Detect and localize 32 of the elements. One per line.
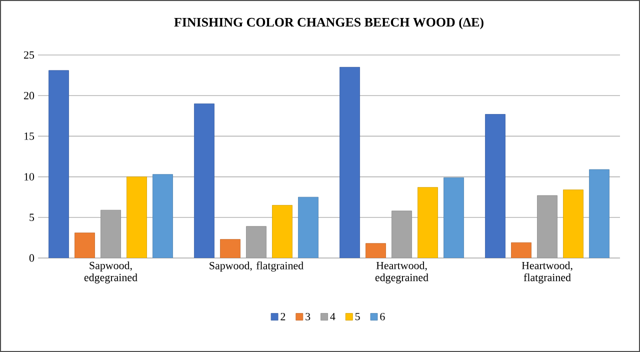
x-tick-label: Sapwood, edgegrained <box>84 262 138 284</box>
y-tick-label: 25 <box>24 51 34 59</box>
bar <box>366 243 386 258</box>
bar <box>485 114 506 258</box>
chart-title: FINISHING COLOR CHANGES BEECH WOOD (ΔE) <box>174 18 484 30</box>
legend-label: 6 <box>380 312 385 320</box>
x-tick-label: Heartwood, edgegrained <box>375 262 428 284</box>
y-tick-label: 15 <box>24 132 34 140</box>
bar <box>444 177 464 258</box>
bar <box>563 190 584 258</box>
bar <box>152 174 173 258</box>
x-tick-label: Heartwood, flatgrained <box>522 262 572 284</box>
y-tick-label: 10 <box>24 173 34 180</box>
bar <box>220 239 240 258</box>
x-tick-label: Sapwood, flatgrained <box>210 262 304 272</box>
y-tick-label: 20 <box>24 92 34 100</box>
bar <box>272 205 292 258</box>
y-tick-label: 0 <box>29 254 34 262</box>
legend-label: 3 <box>306 312 310 320</box>
legend-label: 4 <box>330 312 336 320</box>
bar <box>511 242 532 258</box>
legend-label: 2 <box>280 312 286 320</box>
bar <box>74 232 95 258</box>
bar <box>340 66 360 258</box>
bar <box>194 104 214 258</box>
legend-label: 5 <box>355 312 360 320</box>
bar <box>298 196 318 258</box>
bar <box>126 176 147 258</box>
bar <box>418 187 438 258</box>
bar <box>48 70 69 258</box>
y-tick-label: 5 <box>30 214 34 222</box>
bar <box>589 169 610 258</box>
